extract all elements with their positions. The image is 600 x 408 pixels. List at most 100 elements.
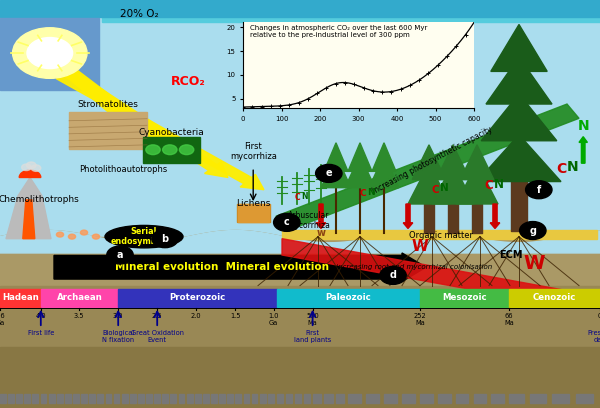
Bar	[277, 394, 283, 403]
Polygon shape	[372, 143, 396, 171]
Text: f: f	[536, 185, 541, 195]
Text: C: C	[294, 193, 300, 202]
Bar	[219, 394, 225, 403]
Text: 3.5: 3.5	[74, 313, 85, 319]
Polygon shape	[436, 145, 470, 180]
Circle shape	[13, 28, 87, 78]
Bar	[102, 0, 600, 22]
Bar	[0, 289, 41, 307]
Circle shape	[526, 181, 552, 199]
Bar	[0, 0, 600, 253]
Polygon shape	[491, 24, 547, 71]
FancyArrow shape	[54, 253, 426, 282]
Text: Present
day: Present day	[587, 330, 600, 344]
Text: Increasing photosynthetic capacity: Increasing photosynthetic capacity	[370, 124, 494, 195]
Bar	[138, 394, 144, 403]
Bar	[348, 394, 361, 403]
Text: Chemolithotrophs: Chemolithotrophs	[0, 195, 79, 204]
Bar	[509, 394, 524, 403]
Bar	[179, 394, 184, 403]
Text: a: a	[117, 250, 123, 260]
Bar	[384, 394, 397, 403]
Bar	[438, 394, 451, 403]
Circle shape	[274, 213, 300, 231]
Polygon shape	[276, 104, 579, 231]
Bar	[295, 394, 301, 403]
Text: First
land plants: First land plants	[294, 330, 331, 344]
Bar	[491, 394, 503, 403]
Circle shape	[92, 234, 100, 239]
Polygon shape	[369, 155, 399, 188]
Bar	[0, 394, 6, 403]
Text: ECM: ECM	[499, 250, 523, 260]
Bar	[251, 394, 257, 403]
Text: Great Oxidation
Event: Great Oxidation Event	[131, 330, 184, 344]
Bar	[260, 394, 266, 403]
Bar	[211, 394, 217, 403]
Text: Cenozoic: Cenozoic	[533, 293, 576, 302]
Text: 4.6
Ga: 4.6 Ga	[0, 313, 5, 326]
Bar	[268, 394, 274, 403]
Text: C: C	[485, 179, 493, 192]
Bar	[106, 394, 112, 403]
Text: c: c	[284, 217, 290, 227]
Text: 2.5: 2.5	[152, 313, 163, 319]
Text: Serial
endosymbiosis: Serial endosymbiosis	[110, 227, 178, 246]
Text: 66
Ma: 66 Ma	[504, 313, 514, 326]
Bar	[227, 394, 233, 403]
Bar	[286, 394, 292, 403]
Bar	[473, 394, 486, 403]
Bar	[0, 286, 600, 347]
Text: 20% O₂: 20% O₂	[120, 9, 158, 19]
FancyArrow shape	[49, 57, 159, 149]
Bar	[146, 394, 152, 403]
Text: Proterozoic: Proterozoic	[170, 293, 226, 302]
Text: Mesozoic: Mesozoic	[442, 293, 487, 302]
Bar	[118, 289, 277, 307]
Bar	[187, 394, 193, 403]
Text: N: N	[577, 120, 589, 133]
Text: Hadean: Hadean	[2, 293, 39, 302]
Text: 3.0: 3.0	[113, 313, 124, 319]
Bar	[122, 394, 128, 403]
Text: C: C	[359, 189, 367, 198]
Text: Biological
N fixation: Biological N fixation	[102, 330, 134, 344]
Text: Photolithoautotrophs: Photolithoautotrophs	[79, 165, 167, 174]
Text: 2.0: 2.0	[191, 313, 202, 319]
Bar	[32, 394, 38, 403]
Polygon shape	[282, 239, 573, 308]
Circle shape	[152, 230, 178, 248]
Ellipse shape	[105, 225, 183, 248]
Polygon shape	[345, 155, 375, 188]
Bar	[277, 289, 420, 307]
Bar	[420, 289, 509, 307]
Bar	[237, 204, 270, 222]
Circle shape	[163, 145, 177, 155]
Text: Mineral evolution  Mineral evolution: Mineral evolution Mineral evolution	[115, 262, 329, 272]
Polygon shape	[23, 200, 35, 239]
Bar	[49, 394, 55, 403]
Text: N: N	[494, 178, 504, 191]
Circle shape	[80, 230, 88, 235]
Bar	[65, 394, 71, 403]
Bar	[282, 230, 597, 239]
Text: e: e	[325, 169, 332, 178]
Text: 1.0
Ga: 1.0 Ga	[268, 313, 279, 326]
Text: Stromatolites: Stromatolites	[77, 100, 139, 109]
Bar	[0, 347, 600, 408]
Polygon shape	[348, 143, 372, 171]
Bar	[0, 18, 99, 90]
Circle shape	[179, 145, 194, 155]
Bar	[0, 237, 600, 286]
Text: RCO₂: RCO₂	[171, 75, 206, 88]
Circle shape	[31, 165, 41, 171]
Bar	[456, 394, 469, 403]
Text: Changes in atmospheric CO₂ over the last 600 Myr
relative to the pre-industrial : Changes in atmospheric CO₂ over the last…	[250, 25, 427, 38]
Polygon shape	[6, 177, 51, 239]
Polygon shape	[481, 94, 557, 141]
Bar	[325, 394, 332, 403]
Polygon shape	[486, 57, 552, 104]
Text: C: C	[556, 162, 566, 176]
Circle shape	[380, 266, 406, 284]
Bar	[16, 394, 22, 403]
